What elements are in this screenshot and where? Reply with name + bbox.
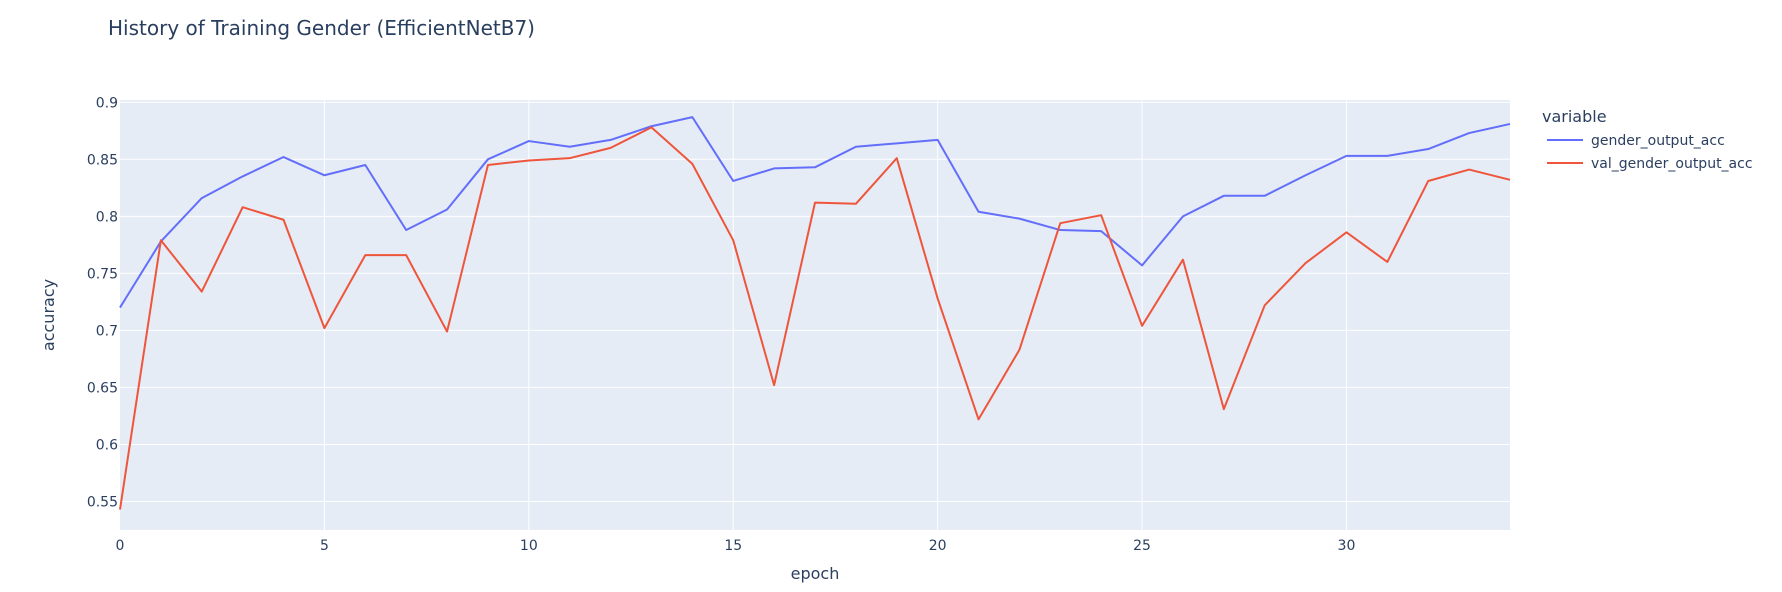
y-axis-title: accuracy [39, 279, 58, 351]
legend-label: val_gender_output_acc [1591, 156, 1753, 172]
y-tick-label: 0.6 [96, 437, 118, 453]
legend-title: variable [1542, 107, 1607, 126]
y-tick-label: 0.8 [96, 209, 118, 225]
y-tick-label: 0.75 [87, 266, 118, 282]
series-lines [119, 116, 1511, 510]
x-tick-label: 0 [116, 538, 125, 554]
series-line-gender_output_acc [119, 116, 1511, 309]
y-tick-label: 0.85 [87, 152, 118, 168]
x-tick-label: 30 [1338, 538, 1356, 554]
x-tick-label: 15 [724, 538, 742, 554]
legend-label: gender_output_acc [1591, 133, 1725, 149]
x-tick-label: 20 [929, 538, 947, 554]
chart-title: History of Training Gender (EfficientNet… [108, 16, 535, 40]
x-axis-title: epoch [791, 564, 840, 583]
x-tick-label: 10 [520, 538, 538, 554]
y-tick-label: 0.65 [87, 380, 118, 396]
x-tick-labels: 0 5 10 15 20 25 30 [116, 538, 1356, 554]
y-tick-labels: 0.55 0.6 0.65 0.7 0.75 0.8 0.85 0.9 [87, 95, 118, 510]
y-tick-label: 0.7 [96, 323, 118, 339]
plot-area [120, 100, 1510, 530]
series-line-val_gender_output_acc [119, 126, 1511, 510]
y-tick-label: 0.9 [96, 95, 118, 111]
grid-lines [120, 100, 1510, 530]
y-tick-label: 0.55 [87, 494, 118, 510]
legend: gender_output_acc val_gender_output_acc [1547, 133, 1753, 172]
x-tick-label: 5 [320, 538, 329, 554]
x-tick-label: 25 [1133, 538, 1151, 554]
